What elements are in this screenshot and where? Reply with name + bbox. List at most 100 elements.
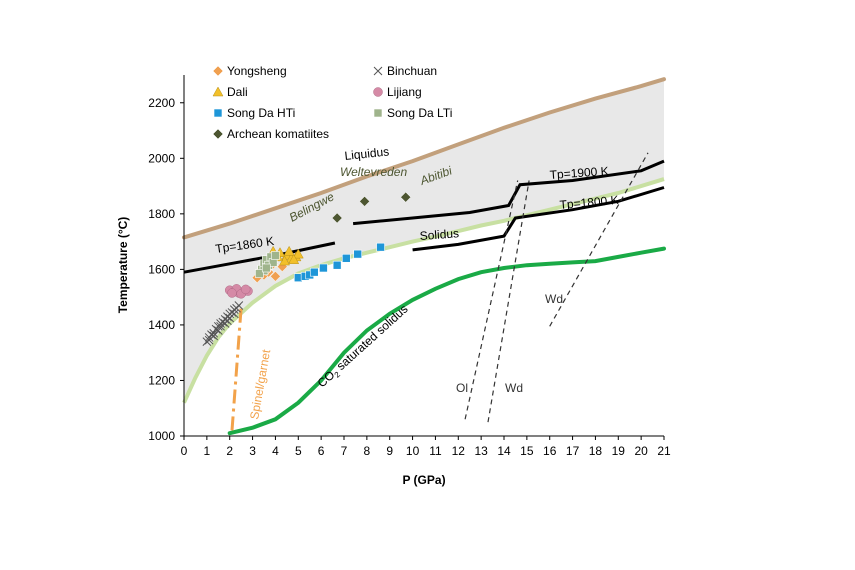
y-tick-label: 2200 (148, 96, 175, 110)
ol-transition-line (464, 180, 519, 420)
x-tick-label: 19 (612, 444, 626, 458)
legend-item: Yongsheng (212, 64, 287, 78)
data-point (202, 337, 212, 346)
data-point (359, 195, 370, 207)
co2-saturated-solidus-curve (227, 246, 666, 436)
data-point (271, 251, 280, 260)
data-point (270, 270, 281, 282)
x-tick-label: 6 (318, 444, 325, 458)
series-song-da-lti (255, 251, 280, 278)
y-tick-label: 1400 (148, 318, 175, 332)
data-point (341, 253, 351, 263)
wd-upper-label: Wd (545, 292, 563, 306)
data-point (288, 254, 300, 264)
tp1860-adiabat-low (183, 241, 336, 274)
y-axis-title: Temperature (°C) (116, 217, 130, 314)
data-point (223, 316, 232, 326)
x-tick-label: 18 (589, 444, 603, 458)
data-point (331, 212, 343, 224)
solidus-label: Solidus (419, 226, 459, 243)
y-tick-label: 2000 (148, 151, 175, 165)
data-point (216, 321, 225, 331)
series-binchuan (202, 301, 244, 346)
x-tick-label: 17 (566, 444, 580, 458)
spinel-garnet-label: Spinel/garnet (247, 348, 273, 421)
x-tick-label: 4 (272, 444, 279, 458)
wd-lower-label: Wd (505, 381, 523, 395)
x-tick-label: 0 (181, 444, 188, 458)
data-point (213, 326, 223, 335)
liquidus-label: Liquidus (344, 144, 390, 163)
x-axis-title: P (GPa) (402, 473, 445, 487)
legend-label: Binchuan (387, 64, 437, 78)
curves-layer (182, 77, 666, 436)
co2-label-suffix: saturated solidus (331, 302, 410, 375)
data-point (400, 191, 412, 203)
data-point (353, 249, 363, 259)
weltevreden-label: Weltevreden (340, 165, 407, 179)
legend: Yongsheng Binchuan Dali Lijiang Song Da HTi S… (212, 64, 452, 141)
y-ticks: 1000 1200 1400 1600 1800 2000 2200 (148, 96, 184, 443)
data-point (240, 284, 251, 295)
data-point (261, 263, 271, 273)
x-tick-label: 12 (452, 444, 466, 458)
x-tick-label: 16 (543, 444, 557, 458)
legend-marker (212, 65, 224, 77)
data-point (255, 269, 264, 278)
series-song-da-hti (293, 242, 385, 283)
ol-label: Ol (456, 381, 468, 395)
x-tick-label: 14 (497, 444, 511, 458)
y-tick-label: 1200 (148, 373, 175, 387)
liquidus-curve (182, 77, 666, 240)
wd-transition-line (487, 180, 530, 423)
legend-marker (213, 108, 223, 118)
x-tick-label: 7 (341, 444, 348, 458)
data-point (204, 335, 214, 345)
y-tick-label: 1800 (148, 207, 175, 221)
co2-solidus-label: CO2 saturated solidus (315, 302, 412, 392)
x-tick-label: 3 (249, 444, 256, 458)
x-tick-label: 21 (657, 444, 671, 458)
legend-item: Dali (212, 85, 248, 99)
data-point (229, 309, 239, 319)
data-point (283, 245, 295, 256)
legend-label: Song Da LTi (387, 106, 452, 120)
data-point (207, 330, 216, 339)
x-tick-label: 5 (295, 444, 302, 458)
data-point (376, 242, 385, 252)
y-tick-label: 1000 (148, 429, 175, 443)
co2-label-subscript: 2 (333, 370, 343, 380)
data-point (209, 328, 219, 338)
tp1900-label: Tp=1900 K (549, 164, 609, 182)
legend-label: Archean komatiites (227, 127, 329, 141)
series-archean-komatiites (331, 191, 412, 224)
legend-item: Binchuan (373, 64, 437, 78)
legend-label: Lijiang (387, 85, 422, 99)
legend-marker (212, 128, 224, 140)
melt-region (184, 79, 664, 403)
y-axis: 1000 1200 1400 1600 1800 2000 2200 Temperature… (116, 75, 185, 443)
tp1800-label: Tp=1800 K (559, 193, 619, 212)
legend-label: Song Da HTi (227, 106, 295, 120)
melt-region-layer (184, 79, 664, 403)
x-ticks: 0 1 2 3 4 5 6 7 8 9 10 11 12 13 14 15 16 17 18 19 20 21 (181, 436, 671, 458)
series-dali (267, 245, 304, 266)
x-tick-label: 2 (226, 444, 233, 458)
x-tick-label: 20 (634, 444, 648, 458)
data-point (227, 288, 237, 298)
legend-marker (373, 66, 383, 76)
tp1800-adiabat (412, 186, 665, 252)
legend-item: Song Da LTi (373, 106, 452, 120)
data-point (234, 301, 244, 310)
series-lijiang (224, 284, 253, 299)
data-point (309, 267, 319, 277)
wd-upper-transition-line (549, 152, 649, 327)
y-tick-label: 1600 (148, 262, 175, 276)
spinel-garnet-boundary (230, 308, 243, 431)
x-tick-label: 11 (429, 444, 442, 458)
x-tick-label: 1 (204, 444, 211, 458)
legend-marker (212, 86, 224, 97)
data-point (292, 248, 304, 259)
data-point (319, 263, 328, 273)
